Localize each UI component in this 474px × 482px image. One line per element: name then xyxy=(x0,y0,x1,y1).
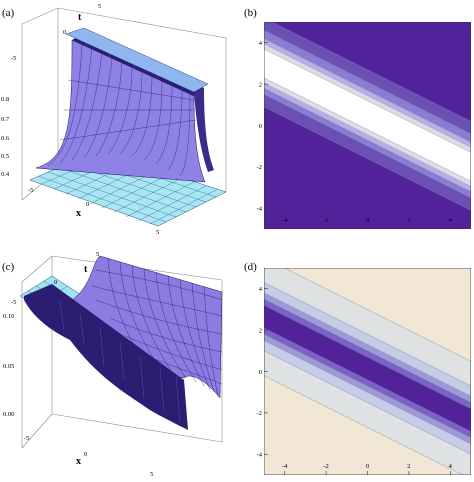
panel-c-z-tick: 0.05 xyxy=(3,363,14,370)
panel-b-plot xyxy=(264,22,471,229)
panel-a-t-tick: 5 xyxy=(98,3,101,10)
panel-a-t-tick: -5 xyxy=(11,55,16,62)
contour-band xyxy=(264,48,471,182)
x-tick-label: -2 xyxy=(323,463,328,470)
x-tick-label: 0 xyxy=(366,463,369,470)
panel-c-label: (c) xyxy=(2,261,15,273)
y-tick-label: -4 xyxy=(257,452,263,459)
panel-c-x-tick: 0 xyxy=(84,451,87,458)
x-tick-label: -2 xyxy=(323,217,328,224)
panel-a-z-tick: 0.8 xyxy=(1,96,9,103)
panel-c-t-tick: 5 xyxy=(96,251,99,258)
panel-c-surface xyxy=(65,255,223,399)
panel-c-z-tick: 0.10 xyxy=(3,313,14,320)
x-tick-label: -4 xyxy=(282,217,288,224)
y-tick-label: 0 xyxy=(259,369,262,376)
y-tick-label: 4 xyxy=(259,286,263,293)
panel-a-t-axis-label: t xyxy=(78,12,82,23)
panel-c: (c) t 5 0 -5 0.10 0.05 0.00 -5 0 5 x xyxy=(2,251,223,478)
x-tick-label: 0 xyxy=(366,217,369,224)
y-tick-label: -2 xyxy=(257,164,262,171)
panel-a-z-tick: 0.7 xyxy=(1,116,10,123)
panel-a-surface xyxy=(35,39,206,183)
panel-d-plot xyxy=(264,268,471,475)
panel-c-x-tick: 5 xyxy=(150,471,153,478)
x-tick-label: -4 xyxy=(282,463,288,470)
panel-a-z-tick: 0.6 xyxy=(1,135,10,142)
panel-c-x-axis-label: x xyxy=(76,456,81,467)
panel-a-z-tick: 0.5 xyxy=(1,153,9,160)
panel-c-t-tick: 0 xyxy=(54,279,57,286)
y-tick-label: 2 xyxy=(259,81,262,88)
panel-a-label: (a) xyxy=(2,7,15,19)
panel-a-z-tick: 0.4 xyxy=(1,171,10,178)
panel-c-t-axis-label: t xyxy=(84,264,88,275)
panel-c-t-tick: -5 xyxy=(11,299,16,306)
panel-a-t-tick: 0 xyxy=(63,29,66,36)
x-tick-label: 2 xyxy=(407,217,410,224)
y-tick-label: -4 xyxy=(257,206,263,213)
contour-band xyxy=(264,305,471,432)
y-tick-label: 0 xyxy=(259,123,262,130)
panel-b: (b) -4 -2 0 2 4 4 2 0 -2 -4 xyxy=(244,7,471,229)
panel-c-z-tick: 0.00 xyxy=(3,411,14,418)
panel-a-x-tick: 5 xyxy=(156,229,159,236)
panel-b-label: (b) xyxy=(244,7,257,19)
y-tick-label: 4 xyxy=(259,40,263,47)
panel-a-x-tick: -5 xyxy=(28,187,33,194)
x-tick-label: 2 xyxy=(407,463,410,470)
panel-c-x-tick: -5 xyxy=(24,435,29,442)
panel-a: (a) t 5 0 -5 0.8 0.7 0.6 0.5 0.4 -5 0 5 … xyxy=(1,3,227,236)
panel-d: (d) -4 -2 0 2 4 4 2 0 -2 -4 xyxy=(244,261,471,475)
y-tick-label: -2 xyxy=(257,410,262,417)
panel-a-x-tick: 0 xyxy=(86,201,89,208)
panel-a-x-axis-label: x xyxy=(76,208,81,219)
y-tick-label: 2 xyxy=(259,327,262,334)
x-tick-label: 4 xyxy=(449,463,453,470)
panel-d-label: (d) xyxy=(244,261,257,273)
panel-c-wall xyxy=(24,284,188,430)
x-tick-label: 4 xyxy=(449,217,453,224)
panel-a-top xyxy=(65,27,209,93)
